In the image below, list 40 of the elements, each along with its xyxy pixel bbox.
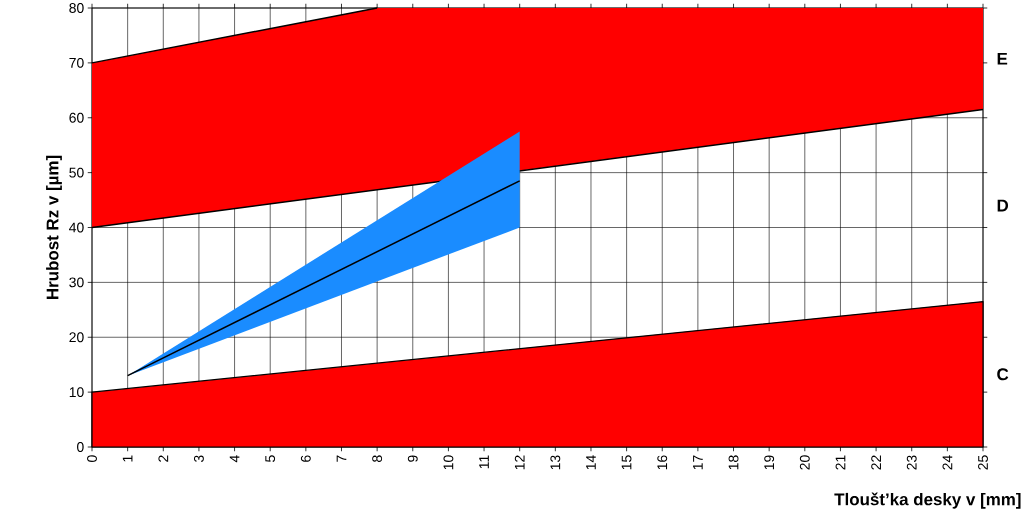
text: D bbox=[997, 199, 1009, 212]
x-axis-title: Tloušt’ka desky v [mm] bbox=[834, 492, 1021, 509]
text: E bbox=[997, 52, 1008, 65]
x-tick-label: 3 bbox=[193, 455, 204, 462]
x-tick-label: 9 bbox=[407, 455, 418, 462]
y-tick-label: 20 bbox=[69, 332, 84, 343]
x-tick-label: 14 bbox=[586, 455, 596, 470]
x-tick-label: 22 bbox=[871, 455, 881, 470]
x-tick-label: 23 bbox=[906, 455, 917, 470]
x-tick-label: 10 bbox=[443, 455, 454, 470]
x-tick-label: 1 bbox=[122, 455, 133, 462]
y-tick-label: 30 bbox=[69, 277, 84, 288]
x-tick-label: 4 bbox=[229, 455, 240, 463]
x-tick-label: 11 bbox=[479, 455, 489, 469]
x-tick-label: 6 bbox=[300, 455, 311, 462]
x-tick-label: 24 bbox=[942, 455, 953, 470]
x-tick-label: 25 bbox=[978, 455, 988, 470]
x-tick-label: 8 bbox=[372, 455, 383, 462]
y-tick-label: 10 bbox=[69, 387, 84, 398]
x-tick-label: 19 bbox=[764, 455, 775, 470]
y-tick-label: 60 bbox=[69, 112, 84, 123]
x-tick-label: 5 bbox=[265, 455, 276, 462]
x-tick-label: 7 bbox=[336, 455, 347, 462]
y-tick-label: 50 bbox=[69, 167, 84, 178]
x-tick-label: 15 bbox=[621, 455, 632, 470]
y-tick-label: 0 bbox=[77, 442, 84, 452]
x-tick-label: 13 bbox=[550, 455, 561, 470]
x-tick-label: 17 bbox=[693, 455, 703, 470]
y-tick-label: 40 bbox=[69, 222, 84, 233]
x-tick-label: 12 bbox=[514, 455, 525, 470]
text: C bbox=[997, 368, 1009, 381]
x-tick-label: 21 bbox=[835, 455, 846, 470]
x-tick-label: 16 bbox=[657, 455, 668, 470]
x-tick-label: 18 bbox=[728, 455, 739, 470]
y-tick-label: 70 bbox=[69, 57, 84, 68]
y-axis-title: Hrubost Rz v [µm] bbox=[46, 155, 62, 299]
x-tick-label: 20 bbox=[799, 455, 810, 470]
y-tick-label: 80 bbox=[69, 3, 84, 13]
x-tick-label: 2 bbox=[158, 455, 169, 462]
x-tick-label: 0 bbox=[87, 455, 97, 462]
